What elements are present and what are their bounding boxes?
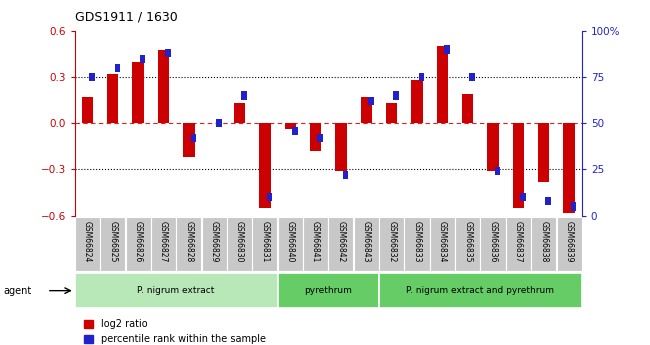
Bar — [82, 97, 93, 124]
Text: GSM66837: GSM66837 — [514, 220, 523, 262]
Text: pyrethrum: pyrethrum — [304, 286, 352, 295]
Text: GSM66831: GSM66831 — [261, 220, 269, 262]
Bar — [100, 217, 125, 271]
Bar — [285, 124, 296, 129]
Bar — [140, 55, 146, 63]
Bar — [190, 134, 196, 142]
Bar — [227, 217, 252, 271]
Bar — [545, 197, 551, 205]
Text: GSM66826: GSM66826 — [134, 220, 142, 262]
Bar — [571, 202, 577, 210]
Bar — [252, 217, 278, 271]
Bar — [216, 119, 222, 128]
Text: GSM66824: GSM66824 — [83, 220, 92, 262]
Bar — [354, 217, 379, 271]
Bar — [455, 217, 480, 271]
Text: GSM66830: GSM66830 — [235, 220, 244, 262]
Bar — [165, 49, 171, 57]
Text: GSM66834: GSM66834 — [438, 220, 447, 262]
Bar — [114, 64, 120, 72]
Text: GSM66833: GSM66833 — [413, 220, 421, 262]
Text: GSM66836: GSM66836 — [489, 220, 497, 262]
Text: GSM66841: GSM66841 — [311, 220, 320, 262]
Text: agent: agent — [3, 286, 31, 296]
Text: GSM66832: GSM66832 — [387, 220, 396, 262]
Bar — [379, 217, 404, 271]
Bar — [278, 217, 303, 271]
Text: GSM66827: GSM66827 — [159, 220, 168, 262]
Text: GSM66829: GSM66829 — [210, 220, 218, 262]
Bar — [343, 171, 348, 179]
Bar — [361, 97, 372, 124]
Bar — [266, 193, 272, 201]
Bar — [303, 217, 328, 271]
Bar — [335, 124, 346, 171]
Text: GSM66825: GSM66825 — [109, 220, 117, 262]
Bar — [520, 193, 526, 201]
Bar — [506, 217, 531, 271]
Bar — [437, 47, 448, 124]
Bar — [202, 217, 227, 271]
Text: P. nigrum extract and pyrethrum: P. nigrum extract and pyrethrum — [406, 286, 554, 295]
Bar — [259, 124, 270, 208]
Bar — [411, 80, 422, 124]
Bar — [292, 127, 298, 135]
Bar — [176, 217, 202, 271]
Bar — [368, 97, 374, 105]
Bar — [469, 73, 475, 81]
Text: GSM66835: GSM66835 — [463, 220, 472, 262]
Bar — [462, 94, 473, 124]
Bar — [488, 124, 499, 171]
Bar — [75, 217, 100, 271]
Bar — [564, 124, 575, 213]
Bar — [419, 73, 424, 81]
Text: P. nigrum extract: P. nigrum extract — [137, 286, 215, 295]
Bar — [241, 91, 247, 100]
Bar — [444, 45, 450, 54]
Bar — [234, 104, 245, 124]
Text: GSM66842: GSM66842 — [337, 220, 345, 262]
Text: GSM66828: GSM66828 — [185, 220, 193, 262]
Bar — [310, 124, 321, 151]
Text: GSM66840: GSM66840 — [286, 220, 294, 262]
Bar — [89, 73, 95, 81]
Bar — [556, 217, 582, 271]
Bar — [133, 62, 144, 124]
Text: GSM66838: GSM66838 — [540, 220, 548, 262]
Bar — [386, 104, 397, 124]
Bar — [107, 74, 118, 124]
Text: GSM66843: GSM66843 — [362, 220, 370, 262]
Bar — [151, 217, 176, 271]
Bar — [158, 49, 169, 124]
Bar — [328, 217, 354, 271]
Bar — [183, 124, 194, 157]
Bar — [430, 217, 455, 271]
Text: GDS1911 / 1630: GDS1911 / 1630 — [75, 10, 177, 23]
Bar — [480, 217, 506, 271]
Bar — [531, 217, 556, 271]
Bar — [495, 167, 501, 176]
Bar — [317, 134, 323, 142]
Text: GSM66839: GSM66839 — [565, 220, 573, 262]
Bar — [278, 273, 379, 308]
Bar — [393, 91, 399, 100]
Bar — [404, 217, 430, 271]
Bar — [379, 273, 582, 308]
Legend: log2 ratio, percentile rank within the sample: log2 ratio, percentile rank within the s… — [79, 315, 270, 345]
Bar — [125, 217, 151, 271]
Bar — [75, 273, 278, 308]
Bar — [513, 124, 524, 208]
Bar — [538, 124, 549, 182]
